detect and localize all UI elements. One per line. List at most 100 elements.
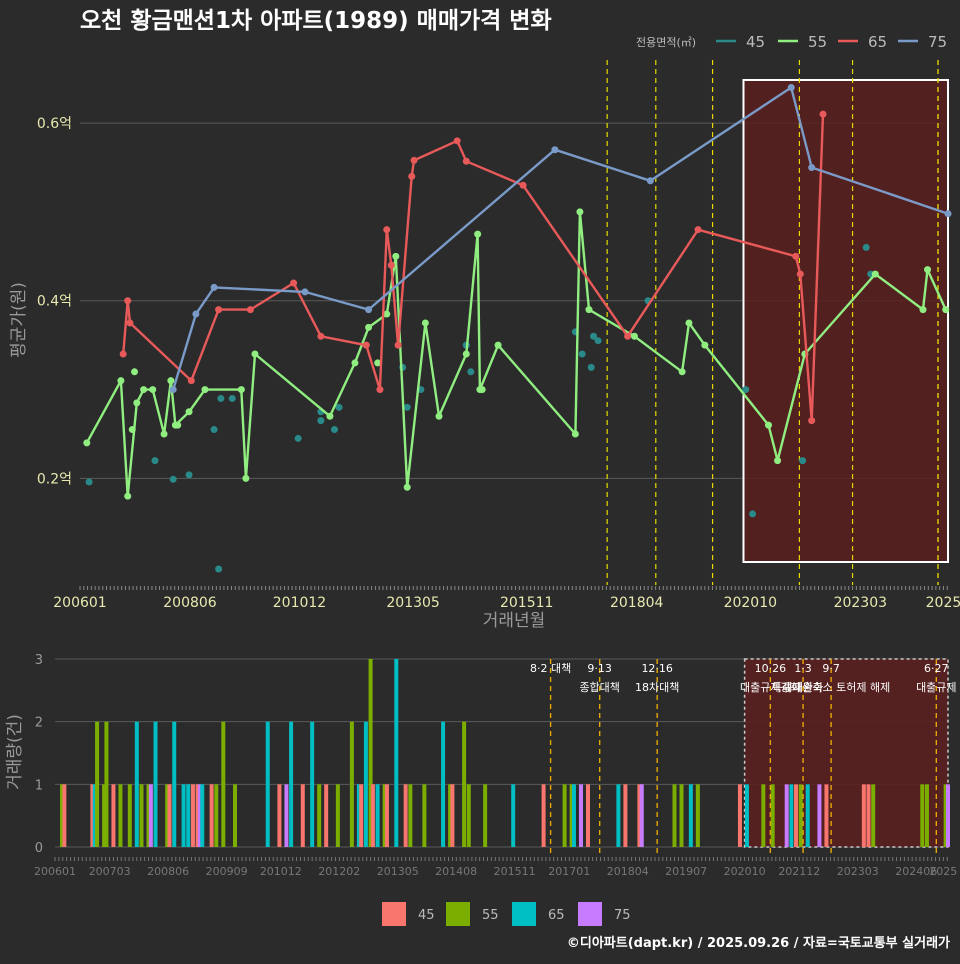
x-tick-label: 200806 xyxy=(163,595,217,611)
bar-75 xyxy=(284,784,289,847)
x-tick-label: 200601 xyxy=(34,865,76,878)
bar-65 xyxy=(789,784,794,847)
data-point-55 xyxy=(167,377,175,385)
data-point-65 xyxy=(362,341,370,349)
event-sublabel: 특례대출축소 토허제 해제 xyxy=(772,680,890,694)
bar-55 xyxy=(139,784,144,847)
x-tick-label: 200601 xyxy=(53,595,106,611)
x-tick-label: 201804 xyxy=(610,595,664,611)
data-point-55 xyxy=(403,483,411,491)
data-point-55 xyxy=(685,319,693,327)
event-sublabel: 종합대책 xyxy=(579,681,619,694)
data-point-45 xyxy=(169,475,177,483)
chart-title: 오천 황금맨션1차 아파트(1989) 매매가격 변화 xyxy=(80,8,552,34)
event-sublabel: 대출규제강화 xyxy=(740,681,801,694)
data-point-55 xyxy=(462,350,470,358)
bar-75 xyxy=(784,784,789,847)
bar-55 xyxy=(60,784,65,847)
x-tick-label: 201012 xyxy=(273,595,326,611)
data-point-65 xyxy=(383,226,391,234)
highlight-range xyxy=(743,658,949,848)
data-point-55 xyxy=(942,306,950,314)
x-tick-label: 202303 xyxy=(834,595,887,611)
data-point-45 xyxy=(294,434,302,442)
data-point-65 xyxy=(126,319,134,327)
bar-65 xyxy=(744,784,749,847)
bar-65 xyxy=(92,784,97,847)
bar-55 xyxy=(118,784,123,847)
bar-55 xyxy=(335,784,340,847)
data-point-55 xyxy=(374,359,382,367)
x-tick-label: 202010 xyxy=(724,865,766,878)
data-point-65 xyxy=(376,386,384,394)
x-tick-label: 201202 xyxy=(318,865,360,878)
data-point-65 xyxy=(694,226,702,234)
event-sublabel: 규제완화 xyxy=(783,681,823,694)
data-point-65 xyxy=(410,156,418,164)
bar-55 xyxy=(448,784,453,847)
data-point-65 xyxy=(119,350,127,358)
data-point-65 xyxy=(819,110,827,118)
x-tick-label: 201305 xyxy=(377,865,419,878)
data-point-45 xyxy=(862,243,870,251)
data-point-45 xyxy=(217,394,225,402)
bar-45 xyxy=(637,784,642,847)
data-point-55 xyxy=(494,341,502,349)
bar-55 xyxy=(95,721,100,847)
data-point-65 xyxy=(519,181,527,189)
data-point-65 xyxy=(387,261,395,269)
data-point-75 xyxy=(301,288,309,296)
data-point-75 xyxy=(646,177,654,185)
data-point-55 xyxy=(242,474,250,482)
legend-label: 55 xyxy=(482,908,499,923)
data-point-55 xyxy=(478,386,486,394)
event-label: 8·2 대책 xyxy=(530,662,571,675)
bar-45 xyxy=(277,784,282,847)
data-point-55 xyxy=(678,368,686,376)
event-label: 10·26 xyxy=(755,662,787,675)
bar-65 xyxy=(571,784,576,847)
bar-65 xyxy=(441,721,446,847)
data-point-75 xyxy=(169,386,177,394)
legend-label: 55 xyxy=(808,33,827,51)
x-tick-label: 201804 xyxy=(607,865,649,878)
data-point-65 xyxy=(246,306,254,314)
data-point-45 xyxy=(590,332,598,340)
data-point-55 xyxy=(326,412,334,420)
data-point-45 xyxy=(215,565,223,573)
data-point-75 xyxy=(210,283,218,291)
bar-45 xyxy=(324,784,329,847)
bar-45 xyxy=(300,784,305,847)
bar-45 xyxy=(167,784,172,847)
x-tick-label: 202406 xyxy=(895,865,937,878)
series-line-55 xyxy=(85,210,947,498)
bar-45 xyxy=(866,784,871,847)
series-line-75 xyxy=(172,86,949,390)
bar-55 xyxy=(214,784,219,847)
bar-55 xyxy=(483,784,488,847)
data-point-55 xyxy=(174,421,182,429)
bar-65 xyxy=(310,721,315,847)
data-point-55 xyxy=(128,426,136,434)
x-tick-label: 2025 xyxy=(926,595,960,611)
data-point-65 xyxy=(462,157,470,165)
bar-55 xyxy=(146,784,151,847)
legend-label: 45 xyxy=(746,33,765,51)
bar-75 xyxy=(946,784,950,847)
data-point-55 xyxy=(585,306,593,314)
y-tick-label: 0 xyxy=(35,841,43,856)
legend-swatch-75 xyxy=(578,902,602,926)
bar-55 xyxy=(102,784,107,847)
bar-65 xyxy=(200,784,205,847)
data-point-75 xyxy=(787,84,795,92)
data-point-45 xyxy=(85,478,93,486)
x-tick-label: 201511 xyxy=(500,595,553,611)
bar-65 xyxy=(186,784,191,847)
data-point-55 xyxy=(149,386,157,394)
data-point-55 xyxy=(383,310,391,318)
data-point-45 xyxy=(587,363,595,371)
bar-55 xyxy=(221,721,226,847)
data-point-55 xyxy=(133,399,141,407)
data-point-55 xyxy=(764,421,772,429)
bar-55 xyxy=(165,784,170,847)
